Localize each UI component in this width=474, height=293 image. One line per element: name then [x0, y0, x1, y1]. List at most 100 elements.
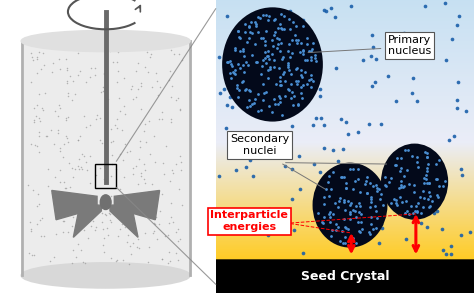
Point: [235, 29, 242, 34]
Point: [305, 49, 312, 54]
Point: [346, 193, 354, 197]
Point: [273, 36, 281, 40]
Point: [54, 204, 61, 209]
Point: [79, 224, 87, 228]
Point: [120, 222, 128, 226]
Point: [109, 60, 117, 65]
Point: [102, 92, 109, 97]
Point: [272, 82, 280, 87]
Point: [129, 215, 137, 220]
Point: [64, 229, 72, 234]
Point: [417, 210, 425, 215]
Point: [69, 224, 76, 229]
Point: [113, 117, 120, 122]
Point: [158, 256, 165, 261]
Point: [350, 208, 357, 213]
Point: [371, 80, 379, 85]
Point: [254, 59, 261, 64]
Point: [367, 195, 375, 199]
Point: [397, 168, 404, 173]
Point: [52, 231, 59, 236]
Point: [368, 198, 375, 202]
Point: [422, 173, 429, 178]
Point: [264, 48, 272, 53]
Point: [158, 192, 165, 197]
Point: [268, 110, 275, 115]
Point: [318, 220, 325, 225]
Point: [113, 126, 121, 130]
Point: [254, 92, 262, 96]
Point: [326, 220, 334, 224]
Point: [123, 150, 130, 155]
Point: [363, 178, 370, 183]
Point: [401, 174, 408, 179]
Circle shape: [222, 7, 323, 122]
Point: [342, 185, 350, 190]
Point: [69, 248, 77, 252]
Point: [159, 161, 166, 166]
Bar: [95, 164, 117, 188]
Point: [428, 199, 436, 203]
Point: [426, 193, 434, 198]
Point: [82, 80, 90, 85]
Point: [297, 97, 305, 102]
Point: [343, 186, 350, 191]
Point: [435, 158, 442, 163]
Point: [233, 86, 241, 91]
Point: [303, 58, 310, 63]
Point: [366, 232, 374, 237]
Point: [338, 174, 346, 179]
Point: [288, 50, 296, 55]
Point: [59, 218, 67, 223]
Point: [150, 134, 157, 138]
Point: [312, 115, 319, 120]
Point: [297, 91, 305, 96]
Point: [299, 96, 306, 100]
Point: [237, 66, 244, 70]
Point: [107, 140, 115, 144]
Point: [319, 221, 327, 226]
Point: [158, 117, 166, 122]
Point: [143, 202, 151, 207]
Point: [373, 57, 380, 62]
Point: [141, 230, 149, 235]
Point: [344, 226, 352, 231]
Point: [292, 24, 300, 28]
Point: [128, 252, 135, 257]
Point: [268, 67, 275, 71]
Point: [174, 239, 182, 243]
Point: [35, 201, 43, 206]
Point: [152, 221, 159, 226]
Point: [268, 38, 275, 42]
Point: [284, 61, 292, 65]
Point: [355, 229, 363, 233]
Point: [97, 166, 104, 170]
Point: [284, 62, 292, 67]
Point: [392, 98, 400, 103]
Point: [124, 207, 132, 212]
Point: [297, 73, 305, 77]
Point: [383, 183, 390, 188]
Point: [239, 79, 246, 84]
Point: [99, 140, 106, 145]
Point: [356, 230, 364, 234]
Point: [375, 187, 383, 191]
Point: [298, 74, 305, 79]
Point: [405, 182, 412, 186]
Point: [443, 251, 450, 256]
Point: [276, 82, 283, 87]
Point: [158, 110, 166, 114]
Point: [334, 204, 342, 209]
Point: [116, 226, 123, 231]
Point: [137, 106, 145, 111]
Point: [34, 191, 42, 196]
Point: [265, 104, 273, 108]
Point: [414, 159, 421, 164]
Point: [248, 31, 255, 36]
Point: [275, 66, 283, 71]
Point: [327, 215, 335, 220]
Point: [284, 45, 292, 49]
Point: [99, 84, 107, 89]
Point: [108, 152, 116, 157]
Point: [265, 14, 273, 19]
